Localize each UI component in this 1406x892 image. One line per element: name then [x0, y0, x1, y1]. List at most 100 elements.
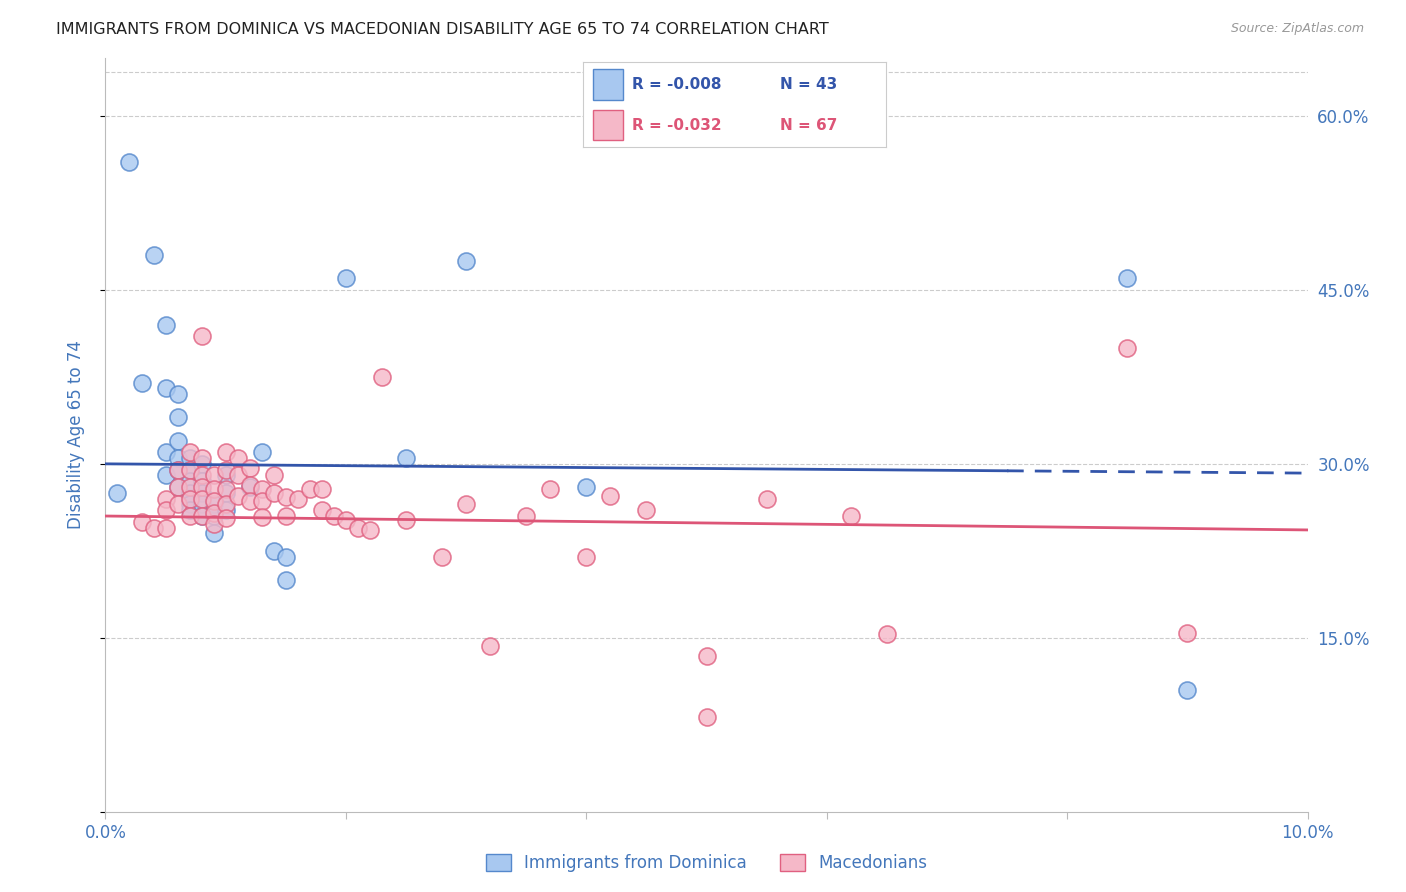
Point	[214, 485, 236, 500]
Point	[250, 483, 273, 497]
Point	[166, 451, 188, 466]
Point	[395, 512, 418, 526]
Bar	[592, 70, 623, 100]
Point	[395, 451, 418, 466]
Point	[1175, 626, 1198, 640]
Point	[179, 480, 201, 494]
Point	[214, 503, 236, 517]
Point	[179, 485, 201, 500]
Point	[538, 483, 561, 497]
Text: R = -0.032: R = -0.032	[631, 118, 721, 133]
Point	[179, 508, 201, 523]
Text: IMMIGRANTS FROM DOMINICA VS MACEDONIAN DISABILITY AGE 65 TO 74 CORRELATION CHART: IMMIGRANTS FROM DOMINICA VS MACEDONIAN D…	[56, 22, 830, 37]
Text: Source: ZipAtlas.com: Source: ZipAtlas.com	[1230, 22, 1364, 36]
Point	[155, 503, 177, 517]
Point	[347, 521, 370, 535]
Point	[274, 508, 297, 523]
Point	[155, 382, 177, 396]
Point	[202, 494, 225, 508]
Text: N = 43: N = 43	[780, 77, 837, 92]
Point	[166, 498, 188, 512]
Point	[179, 491, 201, 506]
Point	[179, 445, 201, 459]
Point	[190, 491, 212, 506]
Point	[239, 461, 262, 475]
Point	[202, 508, 225, 523]
Text: N = 67: N = 67	[780, 118, 838, 133]
Point	[636, 503, 658, 517]
Point	[214, 468, 236, 483]
Point	[479, 639, 502, 653]
Point	[335, 271, 357, 285]
Point	[142, 248, 165, 262]
Point	[131, 376, 153, 390]
Point	[190, 508, 212, 523]
Point	[155, 521, 177, 535]
Point	[575, 549, 598, 564]
Point	[263, 468, 285, 483]
Point	[155, 318, 177, 332]
Point	[226, 451, 249, 466]
Point	[190, 485, 212, 500]
Point	[250, 510, 273, 524]
Point	[311, 483, 333, 497]
Point	[454, 254, 477, 268]
Point	[179, 503, 201, 517]
Point	[250, 445, 273, 459]
Point	[214, 498, 236, 512]
Point	[226, 468, 249, 483]
Point	[155, 468, 177, 483]
Point	[190, 475, 212, 489]
Point	[190, 468, 212, 483]
Point	[179, 451, 201, 466]
Point	[359, 523, 381, 537]
Y-axis label: Disability Age 65 to 74: Disability Age 65 to 74	[66, 341, 84, 529]
Point	[142, 521, 165, 535]
Point	[599, 489, 621, 503]
Point	[166, 480, 188, 494]
Bar	[592, 110, 623, 140]
Point	[454, 498, 477, 512]
Point	[190, 480, 212, 494]
Point	[179, 491, 201, 506]
Point	[430, 549, 453, 564]
Point	[298, 483, 321, 497]
Point	[696, 649, 718, 664]
Point	[239, 477, 262, 491]
Point	[202, 506, 225, 520]
Point	[239, 480, 262, 494]
Point	[239, 494, 262, 508]
Point	[1175, 683, 1198, 698]
Point	[155, 445, 177, 459]
Point	[107, 485, 129, 500]
Point	[166, 387, 188, 401]
Point	[166, 410, 188, 425]
Point	[179, 462, 201, 476]
Legend: Immigrants from Dominica, Macedonians: Immigrants from Dominica, Macedonians	[479, 847, 934, 879]
Point	[322, 508, 344, 523]
Point	[755, 491, 778, 506]
Point	[274, 491, 297, 505]
Point	[263, 485, 285, 500]
Point	[311, 503, 333, 517]
Point	[1116, 271, 1139, 285]
Point	[515, 508, 537, 523]
Point	[118, 155, 141, 169]
Point	[287, 491, 309, 506]
Point	[226, 489, 249, 503]
Point	[190, 457, 212, 471]
Point	[214, 483, 236, 497]
Point	[190, 451, 212, 466]
Point	[214, 511, 236, 525]
Point	[274, 573, 297, 587]
Point	[575, 480, 598, 494]
Point	[250, 494, 273, 508]
Point	[155, 491, 177, 506]
Point	[335, 512, 357, 526]
Text: R = -0.008: R = -0.008	[631, 77, 721, 92]
Point	[274, 549, 297, 564]
Point	[179, 475, 201, 489]
Point	[166, 480, 188, 494]
Point	[202, 483, 225, 497]
Point	[202, 498, 225, 512]
